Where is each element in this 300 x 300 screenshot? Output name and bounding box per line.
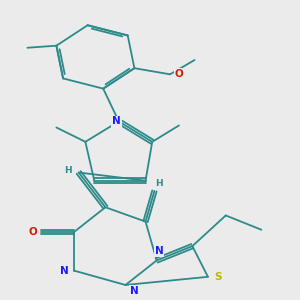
Text: O: O [28, 227, 37, 237]
Text: O: O [175, 69, 183, 79]
Text: S: S [214, 272, 221, 282]
Text: N: N [60, 266, 69, 276]
Text: N: N [154, 246, 163, 256]
Text: N: N [112, 116, 121, 126]
Text: H: H [64, 166, 71, 175]
Text: H: H [155, 179, 163, 188]
Text: N: N [130, 286, 139, 296]
